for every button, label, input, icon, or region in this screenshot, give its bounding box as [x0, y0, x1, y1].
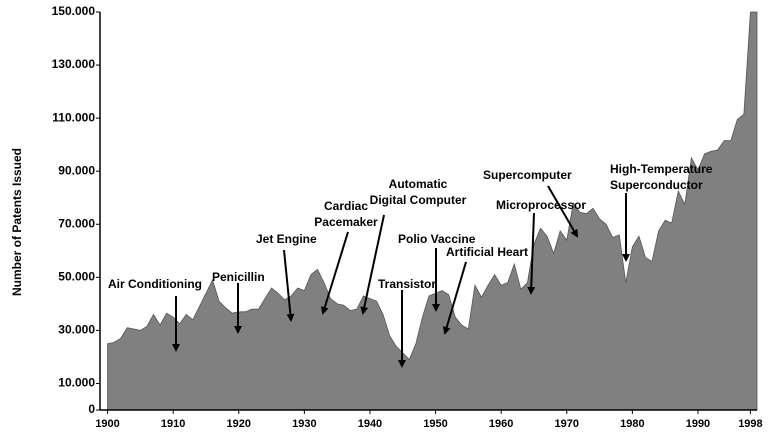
annotation: Superconductor	[610, 178, 703, 192]
x-tick-label: 1960	[489, 418, 513, 430]
y-tick-label: 90.000	[58, 163, 95, 177]
y-tick-label: 10.000	[58, 376, 95, 390]
annotation: Automatic	[389, 177, 448, 191]
y-tick-label: 50.000	[58, 270, 95, 284]
annotation: Supercomputer	[483, 168, 572, 182]
annotation: Air Conditioning	[108, 277, 202, 291]
x-tick-label: 1920	[227, 418, 251, 430]
y-tick-label: 0	[88, 402, 95, 416]
x-tick-label: 1950	[423, 418, 447, 430]
y-tick-label: 130.000	[52, 57, 96, 71]
y-tick-label: 30.000	[58, 323, 95, 337]
x-tick-label: 1980	[620, 418, 644, 430]
annotation: Transistor	[378, 277, 436, 291]
x-tick-label: 1910	[161, 418, 185, 430]
annotation: Polio Vaccine	[398, 232, 476, 246]
annotation: Digital Computer	[370, 193, 467, 207]
x-tick-label: 1940	[358, 418, 382, 430]
y-tick-label: 150.000	[52, 4, 96, 18]
annotation: Cardiac	[324, 199, 368, 213]
annotation: Microprocessor	[496, 198, 586, 212]
y-axis-label: Number of Patents Issued	[10, 148, 24, 296]
annotation: Pacemaker	[314, 215, 378, 229]
area	[107, 11, 758, 411]
x-tick-label: 1900	[95, 418, 119, 430]
x-tick-label: 1930	[292, 418, 316, 430]
annotation: High-Temperature	[610, 162, 713, 176]
annotation: Artificial Heart	[446, 245, 528, 259]
x-tick-label: 1970	[555, 418, 579, 430]
y-tick-label: 70.000	[58, 216, 95, 230]
annotation: Penicillin	[212, 270, 265, 284]
x-tick-label: 1990	[686, 418, 710, 430]
annotation-arrows	[172, 185, 630, 368]
x-tick-label: 1998	[738, 418, 762, 430]
annotation: Jet Engine	[256, 232, 317, 246]
y-tick-label: 110.000	[52, 110, 95, 124]
